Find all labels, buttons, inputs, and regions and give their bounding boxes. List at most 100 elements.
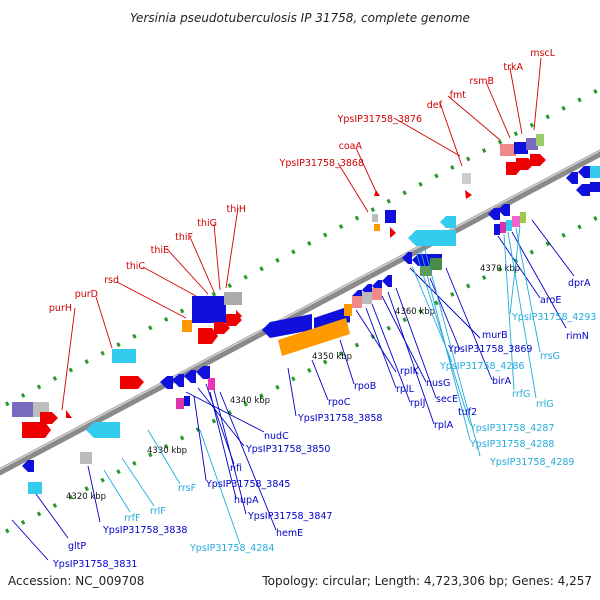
gene-label[interactable]: fmt <box>450 90 467 101</box>
gene-label[interactable]: hupA <box>234 495 259 506</box>
gene-label[interactable]: YpsIP31758_3876 <box>337 114 422 125</box>
gene-label[interactable]: rplA <box>434 420 454 431</box>
gene-arrow[interactable] <box>566 172 578 184</box>
gene-arrow[interactable] <box>262 314 312 338</box>
gene-label[interactable]: birA <box>492 376 512 387</box>
gene-label[interactable]: rpoB <box>354 381 376 392</box>
gene-label[interactable]: YpsIP31758_3838 <box>102 525 187 536</box>
rna-label[interactable]: rrlG <box>536 399 554 410</box>
rna-label[interactable]: rrsF <box>178 483 196 494</box>
gene-block[interactable] <box>352 296 362 308</box>
gene-arrow[interactable] <box>196 366 210 379</box>
rna-label[interactable]: rrsG <box>540 351 560 362</box>
gene-arrow[interactable] <box>488 208 500 220</box>
gene-block[interactable] <box>192 310 226 323</box>
gene-label[interactable]: dprA <box>568 278 591 289</box>
gene-label[interactable]: rplJ <box>410 398 425 409</box>
gene-label[interactable]: thiH <box>226 204 246 215</box>
gene-label[interactable]: rplL <box>396 384 415 395</box>
gene-arrow[interactable] <box>22 460 34 472</box>
rna-label[interactable]: rrfF <box>124 513 140 524</box>
gene-label[interactable]: def <box>427 100 443 111</box>
gene-arrow[interactable] <box>530 154 546 166</box>
gene-block[interactable] <box>362 292 372 304</box>
gene-block[interactable] <box>28 482 42 494</box>
gene-label[interactable]: gltP <box>68 541 86 552</box>
gene-block[interactable] <box>344 304 352 316</box>
gene-label[interactable]: rimN <box>566 331 589 342</box>
gene-block[interactable] <box>208 378 215 390</box>
gene-arrow[interactable] <box>278 318 350 356</box>
gene-arrow[interactable] <box>236 310 242 322</box>
gene-label[interactable]: murB <box>482 330 508 341</box>
gene-label[interactable]: YpsIP31758_3869 <box>447 344 532 355</box>
rna-label[interactable]: rrlF <box>150 506 166 517</box>
gene-block[interactable] <box>374 224 380 231</box>
gene-label[interactable]: purD <box>75 289 98 300</box>
gene-label[interactable]: purH <box>49 303 72 314</box>
gene-block[interactable] <box>514 142 528 154</box>
gene-label[interactable]: rplK <box>400 366 420 377</box>
gene-arrow[interactable] <box>516 158 534 170</box>
gene-block[interactable] <box>385 210 396 223</box>
gene-label[interactable]: aroE <box>540 295 561 306</box>
gene-block[interactable] <box>590 182 600 192</box>
gene-label[interactable]: trkA <box>503 62 523 73</box>
gene-arrow[interactable] <box>86 422 120 438</box>
gene-arrow[interactable] <box>172 374 184 387</box>
gene-block[interactable] <box>500 222 506 233</box>
gene-label[interactable]: mscL <box>530 48 555 59</box>
gene-label[interactable]: YpsIP31758_3858 <box>297 413 382 424</box>
rna-label[interactable]: YpsIP31758_4289 <box>489 457 574 468</box>
gene-block[interactable] <box>224 292 242 305</box>
gene-block[interactable] <box>192 296 226 310</box>
gene-arrow[interactable] <box>440 216 456 228</box>
gene-block[interactable] <box>182 320 192 332</box>
gene-block[interactable] <box>590 166 600 178</box>
gene-block[interactable] <box>112 349 136 363</box>
gene-block[interactable] <box>512 216 520 227</box>
gene-arrow[interactable] <box>408 230 456 246</box>
gene-label[interactable]: thiG <box>197 218 217 229</box>
gene-label[interactable]: YpsIP31758_3831 <box>52 559 137 570</box>
gene-block[interactable] <box>500 144 516 156</box>
gene-arrow[interactable] <box>382 275 392 287</box>
gene-label[interactable]: hemE <box>276 528 303 539</box>
gene-label[interactable]: YpsIP31758_3847 <box>247 511 332 522</box>
gene-label[interactable]: thiE <box>151 245 169 256</box>
gene-label[interactable]: thiC <box>126 261 145 272</box>
gene-block[interactable] <box>372 214 378 222</box>
gene-block[interactable] <box>372 288 382 300</box>
gene-label[interactable]: nfi <box>230 463 242 474</box>
gene-block[interactable] <box>80 452 92 464</box>
gene-label[interactable]: YpsIP31758_3845 <box>205 479 290 490</box>
gene-label[interactable]: thiF <box>175 232 193 243</box>
gene-block[interactable] <box>506 220 512 231</box>
gene-label[interactable]: tuf2 <box>458 407 477 418</box>
gene-label[interactable]: YpsIP31758_3868 <box>279 158 364 169</box>
gene-label[interactable]: YpsIP31758_3850 <box>245 444 330 455</box>
gene-block[interactable] <box>462 173 471 184</box>
gene-arrow[interactable] <box>40 412 58 424</box>
gene-label[interactable]: secE <box>436 394 458 405</box>
gene-arrow[interactable] <box>120 376 144 389</box>
gene-label[interactable]: coaA <box>339 141 363 152</box>
gene-block[interactable] <box>494 224 500 235</box>
gene-arrow[interactable] <box>498 204 510 216</box>
rna-label[interactable]: YpsIP31758_4288 <box>469 439 554 450</box>
gene-arrow[interactable] <box>402 252 412 264</box>
gene-block[interactable] <box>526 138 538 150</box>
gene-label[interactable]: nusG <box>426 378 450 389</box>
gene-block[interactable] <box>184 396 190 406</box>
gene-arrow[interactable] <box>390 227 396 238</box>
rna-label[interactable]: rrfG <box>512 389 530 400</box>
rna-label[interactable]: YpsIP31758_4284 <box>189 543 274 554</box>
gene-arrow[interactable] <box>198 328 218 344</box>
gene-label[interactable]: rpoC <box>328 397 351 408</box>
gene-label[interactable]: rsd <box>104 275 119 286</box>
gene-arrow[interactable] <box>184 370 196 383</box>
gene-arrow[interactable] <box>22 422 51 438</box>
gene-block[interactable] <box>536 134 544 146</box>
gene-label[interactable]: rsmB <box>469 76 494 87</box>
gene-arrow[interactable] <box>160 376 173 389</box>
